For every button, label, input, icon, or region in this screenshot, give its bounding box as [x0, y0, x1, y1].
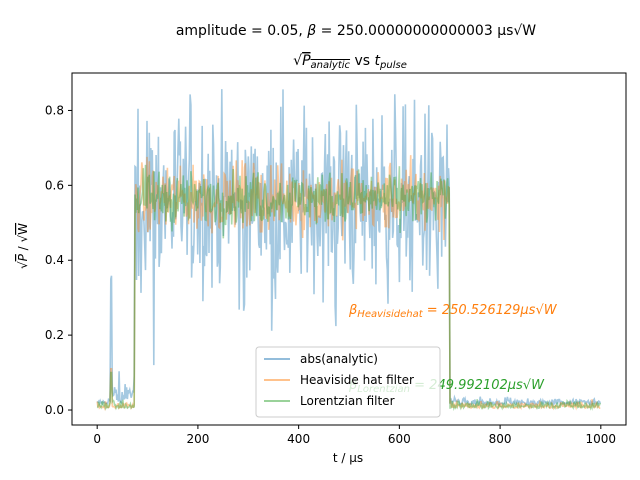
x-tick-label: 1000 [586, 432, 617, 446]
legend-box [255, 346, 441, 418]
x-axis-label: t / μs [333, 451, 363, 465]
legend-label-1: abs(analytic) [300, 352, 378, 366]
legend-label-3: Lorentzian filter [300, 394, 395, 408]
x-tick-label: 800 [489, 432, 512, 446]
x-tick-label: 400 [287, 432, 310, 446]
plot-frame [71, 72, 627, 426]
title-line-2: √Panalytic vs tpulse [293, 53, 407, 71]
y-tick-label: 0.0 [45, 403, 64, 417]
series-line-2 [96, 155, 601, 412]
plot-area: 0 200 400 600 800 1000 0.0 0.2 0.4 0.6 0.8 [45, 72, 627, 446]
legend: abs(analytic) Heaviside hat filter Lorentz… [255, 346, 441, 418]
y-axis-label: √P / √W [16, 223, 30, 269]
x-tick-label: 600 [388, 432, 411, 446]
annotation-1: βHeavisidehat = 250.526129μs√W [348, 303, 558, 320]
y-tick-label: 0.4 [45, 253, 64, 267]
x-tick-label: 0 [93, 432, 101, 446]
x-tick-label: 200 [186, 432, 209, 446]
series-line-1 [96, 89, 602, 407]
y-tick-label: 0.2 [45, 328, 64, 342]
chart-title: amplitude = 0.05, β = 250.00000000000003… [176, 23, 536, 71]
y-tick-label: 0.8 [45, 103, 64, 117]
title-line-1: amplitude = 0.05, β = 250.00000000000003… [176, 23, 536, 39]
legend-label-2: Heaviside hat filter [300, 373, 414, 387]
series-line-3 [96, 164, 602, 412]
y-tick-label: 0.6 [45, 178, 64, 192]
